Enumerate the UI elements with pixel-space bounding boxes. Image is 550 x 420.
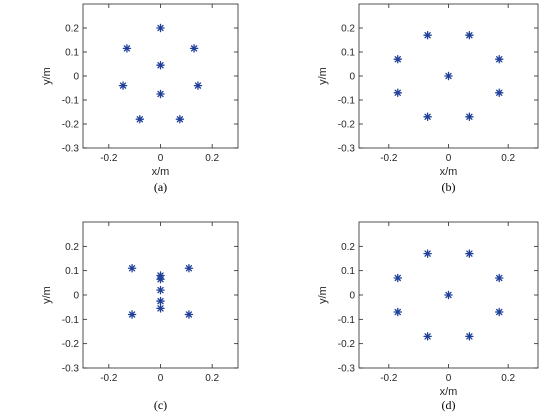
- scatter-point: [393, 273, 403, 283]
- scatter-point: [465, 249, 474, 258]
- x-axis-label: x/m: [440, 166, 458, 178]
- x-tick-label: 0: [158, 373, 164, 384]
- scatter-point: [193, 81, 203, 90]
- y-tick-label: -0.3: [338, 144, 356, 155]
- subplot-a: -0.2 0 0.2 -0.3 -0.2 -0.1 0 0.1 0.2 x/m y/m (a): [41, 3, 239, 194]
- y-axis-label: y/m: [41, 286, 53, 304]
- y-tick-label: 0.1: [65, 266, 79, 277]
- scatter-point: [189, 44, 199, 53]
- scatter-points: [118, 23, 203, 124]
- x-tick-label: 0.2: [205, 153, 219, 164]
- scatter-points: [127, 263, 194, 319]
- axis-ticks: -0.2 0 0.2 -0.3 -0.2 -0.1 0 0.1 0.2: [62, 222, 238, 384]
- scatter-point: [423, 30, 432, 40]
- y-tick-label: 0: [349, 72, 355, 83]
- x-tick-label: -0.2: [100, 153, 118, 164]
- scatter-point: [393, 88, 403, 98]
- subplot-caption: (a): [154, 180, 167, 194]
- scatter-point: [393, 54, 403, 64]
- scatter-point: [423, 249, 432, 258]
- x-axis-label: x/m: [152, 166, 170, 178]
- axis-ticks: -0.2 0 0.2 -0.3 -0.2 -0.1 0 0.1 0.2: [338, 222, 538, 384]
- subplot-b: -0.2 0 0.2 -0.3 -0.2 -0.1 0 0.1 0.2 x/m y/m (b): [317, 3, 539, 194]
- scatter-point: [156, 285, 165, 295]
- axis-ticks: -0.2 0 0.2 -0.3 -0.2 -0.1 0 0.1 0.2: [62, 4, 238, 164]
- scatter-point: [156, 60, 165, 70]
- x-tick-label: 0: [446, 373, 452, 384]
- scatter-point: [494, 88, 504, 98]
- x-tick-label: 0.2: [501, 153, 515, 164]
- scatter-point: [465, 332, 474, 341]
- scatter-point: [393, 307, 403, 317]
- y-axis-label: y/m: [41, 67, 53, 85]
- scatter-point: [444, 290, 453, 300]
- y-tick-label: 0: [73, 291, 79, 302]
- scatter-point: [423, 332, 432, 341]
- subplot-d: -0.2 0 0.2 -0.3 -0.2 -0.1 0 0.1 0.2 x/m y/m (d): [317, 221, 539, 412]
- scatter-point: [444, 71, 453, 81]
- scatter-point: [122, 44, 132, 53]
- y-tick-label: 0.2: [341, 242, 355, 253]
- x-tick-label: -0.2: [100, 373, 118, 384]
- y-tick-label: -0.1: [62, 96, 80, 107]
- scatter-point: [494, 307, 504, 317]
- subplot-caption: (d): [442, 398, 456, 412]
- scatter-points: [393, 30, 504, 122]
- scatter-points: [393, 249, 504, 341]
- x-tick-label: -0.2: [380, 153, 398, 164]
- y-tick-label: 0.1: [65, 48, 79, 59]
- y-tick-label: -0.3: [338, 364, 356, 375]
- scatter-point: [465, 112, 474, 122]
- scatter-point: [494, 54, 504, 64]
- y-tick-label: 0.2: [65, 242, 79, 253]
- scatter-point: [156, 23, 165, 33]
- axis-ticks: -0.2 0 0.2 -0.3 -0.2 -0.1 0 0.1 0.2: [338, 4, 538, 164]
- subplot-caption: (b): [442, 180, 456, 194]
- scatter-point: [423, 112, 432, 122]
- scatter-point: [175, 114, 185, 124]
- y-tick-label: -0.3: [62, 364, 80, 375]
- y-tick-label: -0.2: [62, 120, 80, 131]
- scatter-point: [156, 304, 165, 313]
- y-tick-label: -0.1: [62, 315, 80, 326]
- y-tick-label: -0.2: [62, 339, 80, 350]
- scatter-point: [118, 81, 128, 90]
- scatter-point: [156, 274, 165, 284]
- y-tick-label: -0.3: [62, 144, 80, 155]
- scatter-point: [127, 263, 137, 273]
- scatter-point: [156, 296, 165, 306]
- scatter-point: [127, 310, 137, 319]
- y-tick-label: -0.1: [338, 96, 356, 107]
- y-tick-label: 0: [73, 72, 79, 83]
- y-tick-label: 0.1: [341, 48, 355, 59]
- scatter-point: [494, 273, 504, 283]
- plot-area-frame: [82, 221, 239, 369]
- y-axis-label: y/m: [317, 67, 329, 85]
- x-tick-label: 0: [446, 153, 452, 164]
- y-tick-label: -0.2: [338, 339, 356, 350]
- x-tick-label: -0.2: [380, 373, 398, 384]
- scatter-point: [135, 114, 145, 124]
- x-tick-label: 0: [158, 153, 164, 164]
- x-axis-label: x/m: [440, 386, 458, 398]
- x-tick-label: 0.2: [501, 373, 515, 384]
- y-tick-label: 0.2: [65, 24, 79, 35]
- y-tick-label: -0.1: [338, 315, 356, 326]
- x-tick-label: 0.2: [205, 373, 219, 384]
- scatter-point: [184, 263, 194, 273]
- y-tick-label: 0.1: [341, 266, 355, 277]
- scatter-point: [465, 30, 474, 40]
- y-tick-label: 0: [349, 291, 355, 302]
- y-axis-label: y/m: [317, 286, 329, 304]
- y-tick-label: 0.2: [341, 24, 355, 35]
- subplot-caption: (c): [154, 398, 167, 412]
- scatter-point: [156, 89, 165, 99]
- scatter-point: [184, 310, 194, 319]
- subplot-c: -0.2 0 0.2 -0.3 -0.2 -0.1 0 0.1 0.2 y/m (c): [41, 221, 239, 412]
- y-tick-label: -0.2: [338, 120, 356, 131]
